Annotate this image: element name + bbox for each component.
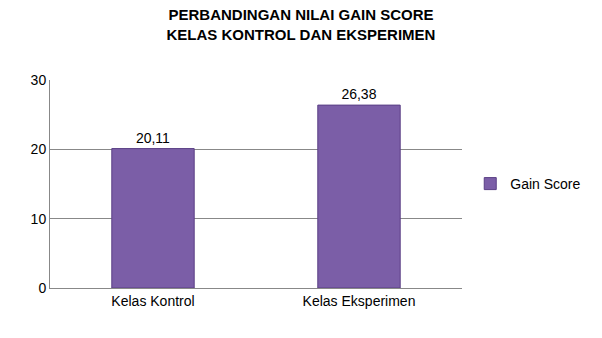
- svg-text:20: 20: [31, 141, 47, 157]
- svg-text:Kelas Kontrol: Kelas Kontrol: [111, 293, 194, 309]
- svg-text:20,11: 20,11: [136, 130, 170, 146]
- svg-text:Gain Score: Gain Score: [510, 176, 580, 192]
- svg-text:Kelas Eksperimen: Kelas Eksperimen: [303, 293, 416, 309]
- svg-text:30: 30: [31, 72, 47, 88]
- svg-text:0: 0: [38, 280, 46, 296]
- svg-text:10: 10: [31, 211, 47, 227]
- svg-text:26,38: 26,38: [341, 86, 376, 102]
- svg-text:PERBANDINGAN NILAI GAIN SCOREK: PERBANDINGAN NILAI GAIN SCOREKELAS KONTR…: [167, 6, 436, 43]
